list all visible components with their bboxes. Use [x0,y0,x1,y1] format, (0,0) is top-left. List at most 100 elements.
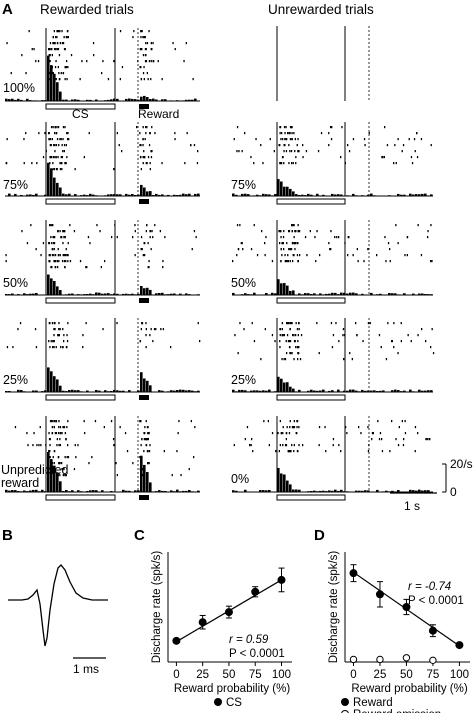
spike-tick [348,150,351,153]
spike-tick [279,230,282,233]
spike-tick [141,322,144,325]
chart-c: 0 25 50 75 100 Reward probability (%) Discharg… [151,551,292,709]
spike-tick [369,322,371,325]
spike-tick [145,322,147,325]
spike-tick [61,236,63,239]
spike-tick [68,138,70,141]
spike-tick [331,346,334,349]
spike-tick [63,260,66,263]
histogram-bar [286,186,289,196]
spike-tick [325,450,327,453]
row-label-unpredicted-2: reward [1,476,39,490]
histogram-bar [56,82,59,101]
histogram-bar [188,390,191,392]
spike-tick [408,138,410,141]
spike-tick [300,334,303,337]
spike-tick [53,420,56,423]
spike-tick [143,78,145,81]
spike-tick [363,138,366,141]
spike-tick [67,322,69,325]
spike-tick [164,236,166,239]
spike-tick [55,420,58,423]
histogram-bar [182,490,185,492]
spike-tick [291,444,293,447]
spike-tick [297,358,299,361]
histogram-bar [167,294,170,295]
histogram-bar [253,195,256,196]
spike-tick [293,426,296,429]
spike-tick [287,254,289,257]
spike-tick [58,334,60,337]
histogram-bar [421,490,424,492]
spike-tick [54,150,56,153]
histogram-bar [400,294,403,295]
spike-tick [260,358,262,361]
spike-tick [61,432,63,435]
spike-tick [30,224,32,227]
spike-tick [5,254,7,257]
spike-tick [60,162,62,165]
spike-tick [67,242,69,245]
spike-tick [54,144,56,147]
spike-tick [67,30,69,33]
spike-tick [142,254,144,257]
histogram-bar [95,390,98,392]
spike-tick [324,426,326,429]
histogram-bar [104,390,107,392]
histogram-bar [253,390,256,392]
spike-tick [56,444,58,447]
spike-tick [59,254,61,257]
spike-tick [61,156,63,159]
histogram-bar [170,390,173,392]
histogram-bar [364,490,367,492]
spike-tick [287,340,290,343]
spike-tick [344,426,347,429]
spike-tick [237,352,239,355]
histogram-bar [113,194,116,196]
histogram-bar [247,294,250,295]
spike-tick [154,224,156,227]
spike-tick [61,42,63,45]
spike-tick [26,242,29,245]
spike-tick [65,144,67,147]
histogram-bar [298,293,301,295]
histogram-bar [409,193,412,196]
spike-tick [416,156,419,159]
spike-tick [238,150,240,153]
histogram-bar [68,491,71,492]
histogram-bar [17,294,20,295]
spike-tick [329,248,331,251]
spike-tick [62,346,64,349]
spike-tick [406,254,408,257]
histogram-bar [397,193,400,196]
histogram-bar [158,390,161,392]
spike-tick [283,126,286,129]
x-tick-label: 75 [427,669,440,681]
spike-tick [50,236,52,239]
spike-tick [233,138,235,141]
spike-tick [52,420,54,423]
spike-tick [49,260,51,263]
spike-tick [292,224,295,227]
histogram-bar [128,390,131,392]
spike-tick [425,438,427,441]
spike-tick [334,236,336,239]
histogram-bar [89,99,92,101]
histogram-bar [250,294,253,295]
spike-tick [53,340,55,343]
spike-tick [65,260,67,263]
spike-tick [416,132,418,135]
spike-tick [251,322,253,325]
spike-tick [83,156,85,159]
histogram-bar [259,490,262,492]
spike-tick [346,432,348,435]
spike-tick [54,322,56,325]
histogram-bar [280,378,283,392]
spike-tick [144,242,146,245]
spike-tick [297,242,299,245]
spike-tick [174,138,176,141]
spike-tick [367,322,370,325]
histogram-bar [265,390,268,392]
data-point [277,575,286,584]
spike-tick [236,224,239,227]
